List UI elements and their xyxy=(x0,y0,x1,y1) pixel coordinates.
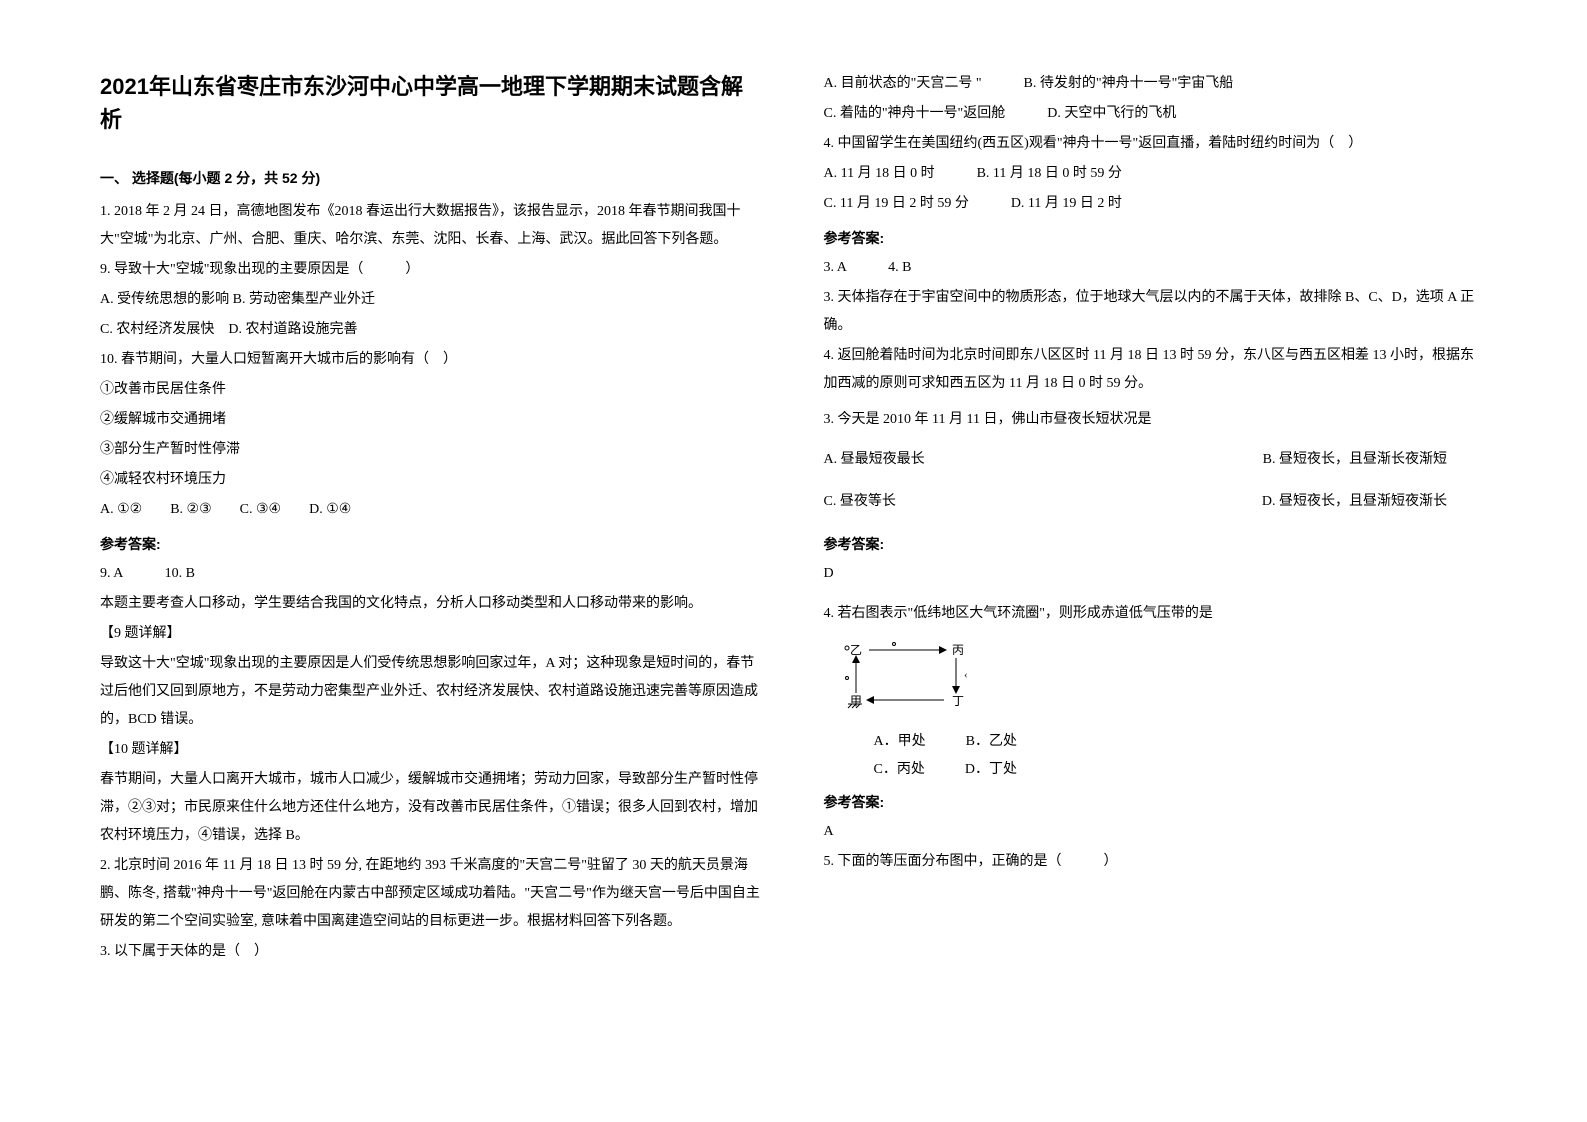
diagram-label-tl: 乙 xyxy=(850,643,862,657)
q1-explain-2: 导致这十大"空城"现象出现的主要原因是人们受传统思想影响回家过年，A 对；这种现… xyxy=(100,650,764,734)
q1-explain-3: 春节期间，大量人口离开大城市，城市人口减少，缓解城市交通拥堵；劳动力回家，导致部… xyxy=(100,766,764,850)
q1-sub10-item3: ③部分生产暂时性停滞 xyxy=(100,436,764,464)
q2-sub3: 3. 以下属于天体的是（ ） xyxy=(100,938,764,966)
q1-explain-1: 本题主要考查人口移动，学生要结合我国的文化特点，分析人口移动类型和人口移动带来的… xyxy=(100,590,764,618)
q1-sub10-item1: ①改善市民居住条件 xyxy=(100,376,764,404)
q2-sub4-opts-b: C. 11 月 19 日 2 时 59 分 D. 11 月 19 日 2 时 xyxy=(824,190,1488,218)
left-column: 2021年山东省枣庄市东沙河中心中学高一地理下学期期末试题含解析 一、 选择题(… xyxy=(100,70,764,1052)
q2-sub4: 4. 中国留学生在美国纽约(西五区)观看"神舟十一号"返回直播，着陆时纽约时间为… xyxy=(824,130,1488,158)
q2-sub3-opts-a: A. 目前状态的"天宫二号 " B. 待发射的"神舟十一号"宇宙飞船 xyxy=(824,70,1488,98)
q4-opt-d: D．丁处 xyxy=(965,756,1017,784)
diagram-label-bl: 甲 xyxy=(850,694,862,708)
q3-opt-b: B. 昼短夜长，且昼渐长夜渐短 xyxy=(1263,446,1447,474)
q3-opt-c: C. 昼夜等长 xyxy=(824,488,896,516)
circulation-diagram: 乙 丙 ‹ 甲 丁 xyxy=(844,638,1488,724)
diagram-label-br: 丁 xyxy=(952,694,964,708)
q1-sub9-opts-b: C. 农村经济发展快 D. 农村道路设施完善 xyxy=(100,316,764,344)
q1-sub10-opts: A. ①② B. ②③ C. ③④ D. ①④ xyxy=(100,496,764,524)
q4-answer: A xyxy=(824,818,1488,846)
q1-intro: 1. 2018 年 2 月 24 日，高德地图发布《2018 春运出行大数据报告… xyxy=(100,198,764,254)
diagram-label-tr: 丙 xyxy=(952,643,964,657)
exam-title: 2021年山东省枣庄市东沙河中心中学高一地理下学期期末试题含解析 xyxy=(100,70,764,136)
right-column: A. 目前状态的"天宫二号 " B. 待发射的"神舟十一号"宇宙飞船 C. 着陆… xyxy=(824,70,1488,1052)
q3-answer: D xyxy=(824,560,1488,588)
q4-opts-row2: C．丙处 D．丁处 xyxy=(874,756,1488,784)
q4-opt-b: B．乙处 xyxy=(966,728,1017,756)
q2-answer: 3. A 4. B xyxy=(824,254,1488,282)
q2-sub4-opts-a: A. 11 月 18 日 0 时 B. 11 月 18 日 0 时 59 分 xyxy=(824,160,1488,188)
q5-text: 5. 下面的等压面分布图中，正确的是（ ） xyxy=(824,848,1488,876)
q1-detail9-label: 【9 题详解】 xyxy=(100,620,764,648)
answer-label: 参考答案: xyxy=(824,530,1488,558)
q3-text: 3. 今天是 2010 年 11 月 11 日，佛山市昼夜长短状况是 xyxy=(824,406,1488,434)
q2-intro: 2. 北京时间 2016 年 11 月 18 日 13 时 59 分, 在距地约… xyxy=(100,852,764,936)
diagram-svg: 乙 丙 ‹ 甲 丁 xyxy=(844,638,974,713)
q1-answer: 9. A 10. B xyxy=(100,560,764,588)
q1-sub10-item4: ④减轻农村环境压力 xyxy=(100,466,764,494)
q4-opt-a: A．甲处 xyxy=(874,728,926,756)
q2-explain-2: 4. 返回舱着陆时间为北京时间即东八区区时 11 月 18 日 13 时 59 … xyxy=(824,342,1488,398)
q1-detail10-label: 【10 题详解】 xyxy=(100,736,764,764)
diagram-mark-right: ‹ xyxy=(964,669,968,681)
q2-sub3-opts-b: C. 着陆的"神舟十一号"返回舱 D. 天空中飞行的飞机 xyxy=(824,100,1488,128)
q2-explain-1: 3. 天体指存在于宇宙空间中的物质形态，位于地球大气层以内的不属于天体，故排除 … xyxy=(824,284,1488,340)
section-1-heading: 一、 选择题(每小题 2 分，共 52 分) xyxy=(100,164,764,192)
q3-opt-d: D. 昼短夜长，且昼渐短夜渐长 xyxy=(1262,488,1447,516)
q1-sub10: 10. 春节期间，大量人口短暂离开大城市后的影响有（ ） xyxy=(100,346,764,374)
q4-opts-row1: A．甲处 B．乙处 xyxy=(874,728,1488,756)
q4-text: 4. 若右图表示"低纬地区大气环流圈"，则形成赤道低气压带的是 xyxy=(824,600,1488,628)
q3-opts-row2: C. 昼夜等长 D. 昼短夜长，且昼渐短夜渐长 xyxy=(824,488,1488,516)
q4-opt-c: C．丙处 xyxy=(874,756,925,784)
q3-opt-a: A. 昼最短夜最长 xyxy=(824,446,925,474)
q3-opts-row1: A. 昼最短夜最长 B. 昼短夜长，且昼渐长夜渐短 xyxy=(824,446,1488,474)
q1-sub9-opts-a: A. 受传统思想的影响 B. 劳动密集型产业外迁 xyxy=(100,286,764,314)
q1-sub9: 9. 导致十大"空城"现象出现的主要原因是（ ） xyxy=(100,256,764,284)
answer-label: 参考答案: xyxy=(824,788,1488,816)
answer-label: 参考答案: xyxy=(824,224,1488,252)
q1-sub10-item2: ②缓解城市交通拥堵 xyxy=(100,406,764,434)
answer-label: 参考答案: xyxy=(100,530,764,558)
